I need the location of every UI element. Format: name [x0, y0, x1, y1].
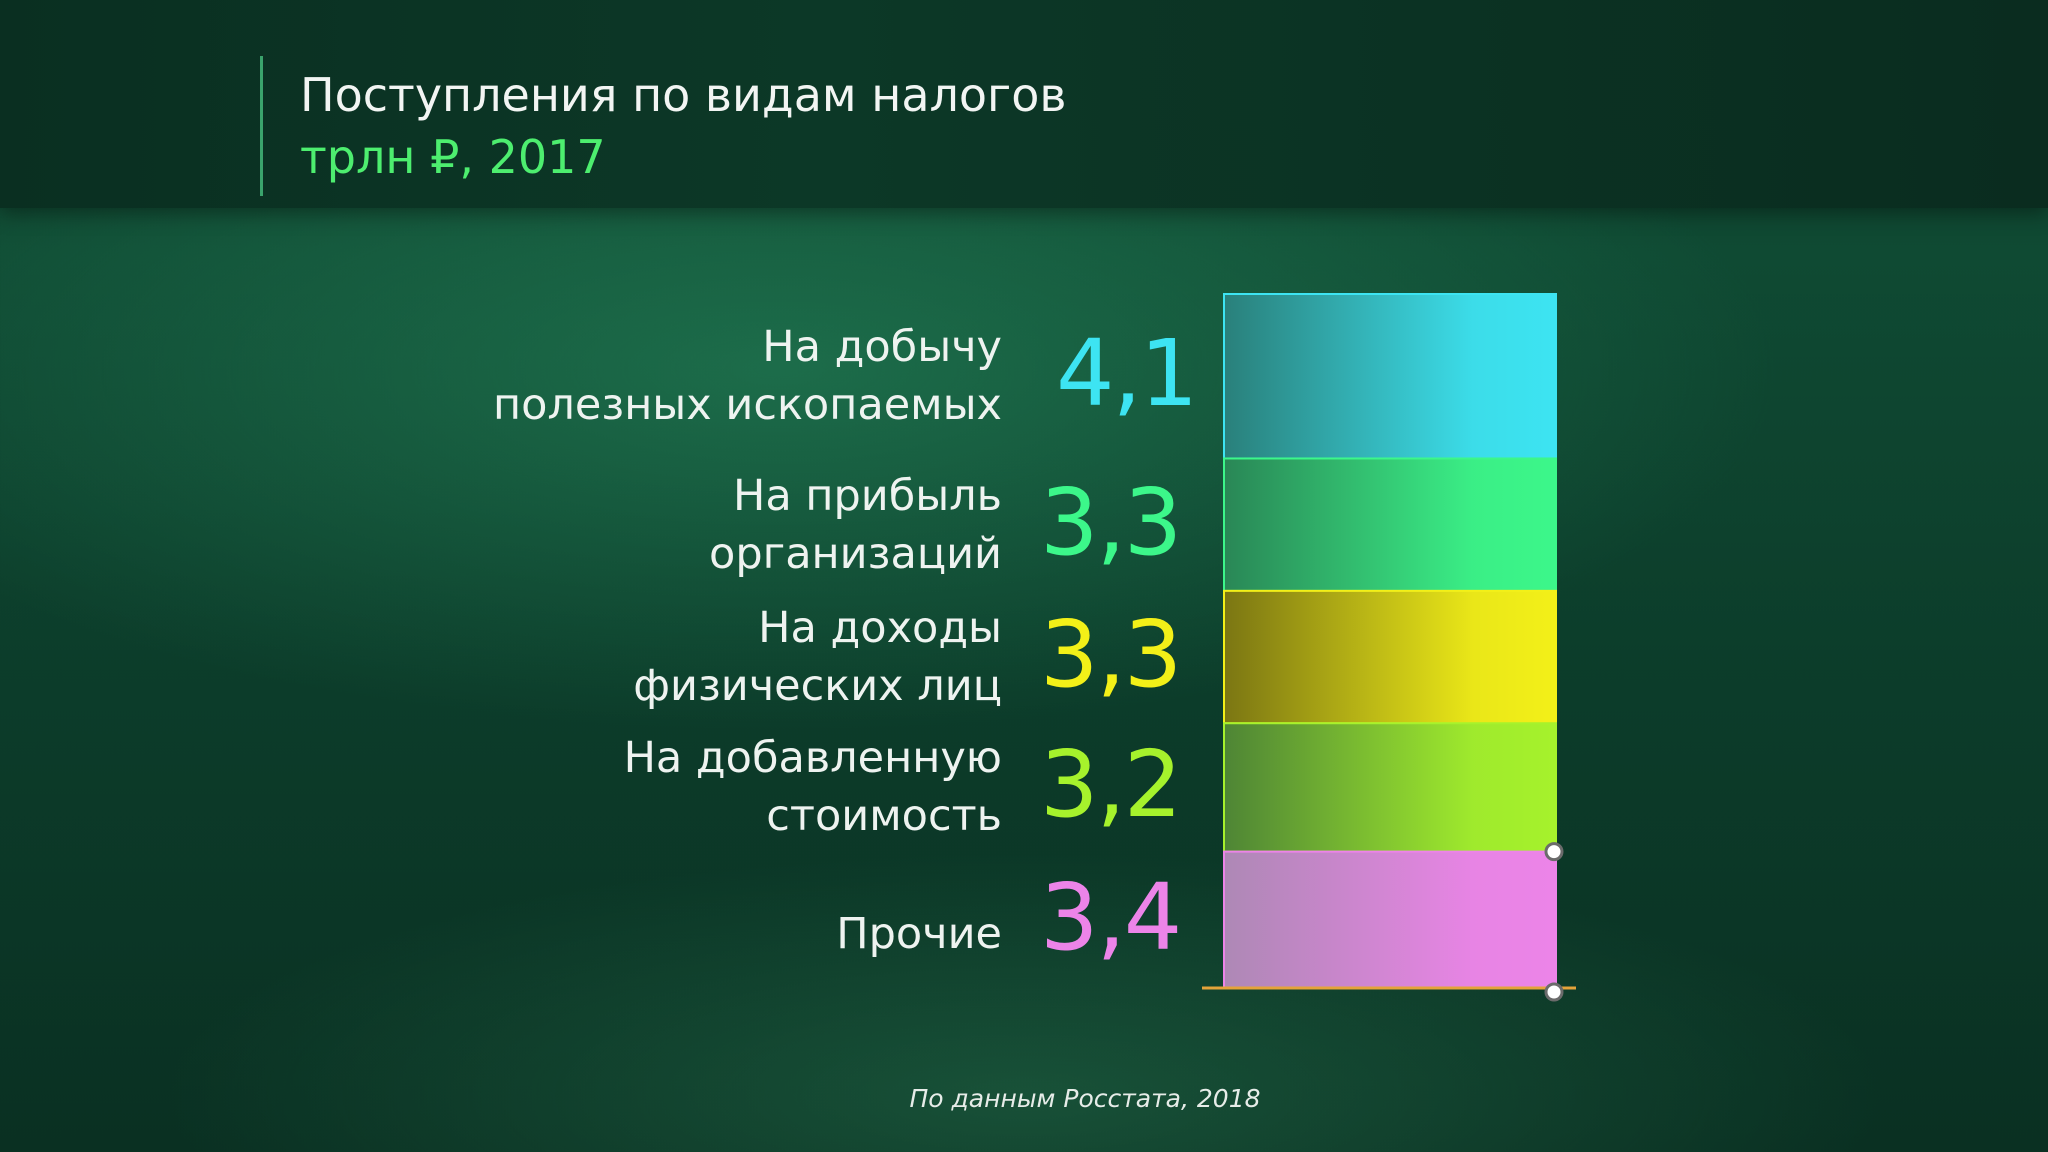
value-label-2: 3,3: [1040, 468, 1182, 576]
chart-title: Поступления по видам налогов: [300, 68, 1067, 122]
category-label-4: На добавленную стоимость: [202, 729, 1002, 845]
header-band: [0, 0, 2048, 208]
category-label-2: На прибыль организаций: [202, 467, 1002, 583]
bar-segment-2: [1223, 457, 1557, 592]
edge-marker-2: [1544, 982, 1564, 1002]
category-label-5: Прочие: [202, 905, 1002, 963]
bar-segment-3: [1223, 589, 1557, 725]
category-label-line: Прочие: [836, 908, 1002, 959]
chart-subtitle: трлн ₽, 2017: [300, 130, 606, 184]
category-label-line: стоимость: [766, 791, 1002, 842]
bar-segment-5: [1223, 850, 1557, 989]
bar-segment-1: [1223, 293, 1557, 460]
bar-segment-4: [1223, 722, 1557, 853]
source-note: По данным Росстата, 2018: [909, 1084, 1261, 1113]
category-label-line: На добавленную: [623, 733, 1002, 784]
value-label-1: 4,1: [1056, 320, 1198, 428]
value-label-3: 3,3: [1040, 601, 1182, 709]
category-label-line: организаций: [709, 528, 1002, 579]
edge-marker-1: [1544, 842, 1564, 862]
category-label-line: На прибыль: [732, 470, 1002, 521]
category-label-line: физических лиц: [633, 661, 1002, 712]
value-label-4: 3,2: [1040, 731, 1182, 839]
category-label-line: На добычу: [762, 322, 1002, 373]
category-label-3: На доходы физических лиц: [202, 599, 1002, 715]
category-label-line: полезных ископаемых: [492, 380, 1002, 431]
value-label-5: 3,4: [1040, 863, 1182, 971]
category-label-line: На доходы: [758, 603, 1002, 654]
header-divider: [260, 56, 263, 196]
category-label-1: На добычу полезных ископаемых: [202, 318, 1002, 434]
